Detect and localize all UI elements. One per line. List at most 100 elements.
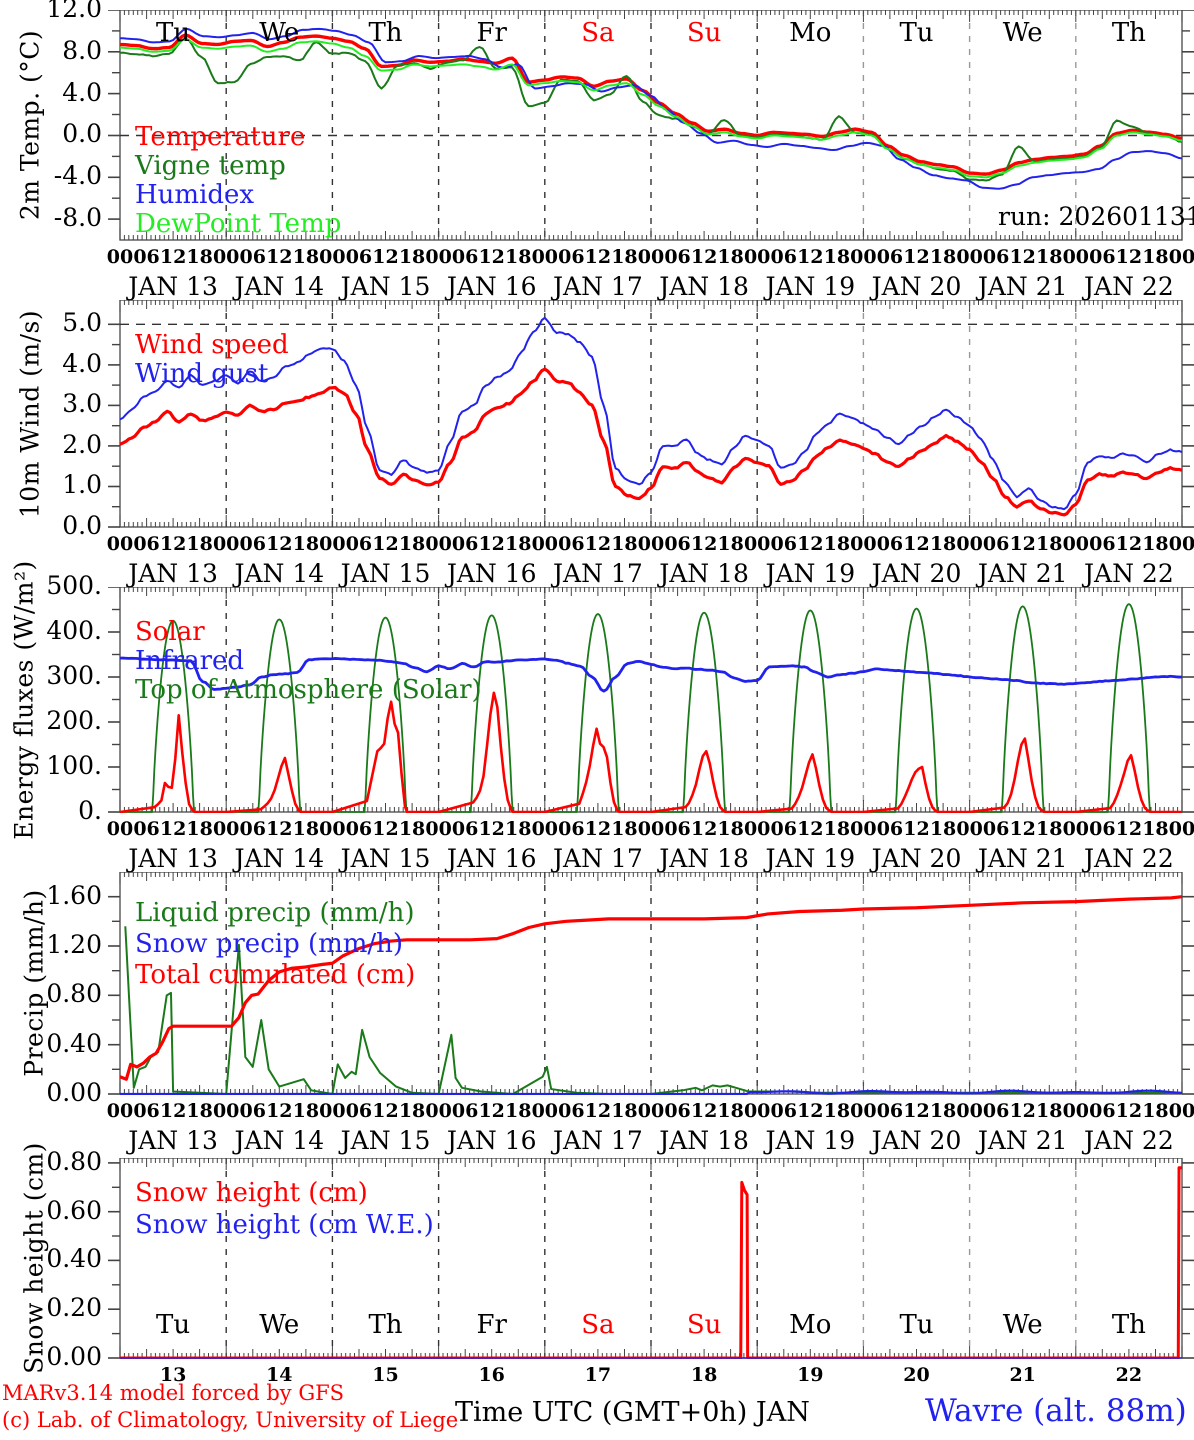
x-day-label: JAN 20 bbox=[871, 844, 962, 873]
weekday-name: We bbox=[259, 1310, 300, 1340]
x-hour-label: 12 bbox=[1009, 818, 1036, 840]
x-hour-label: 18 bbox=[1142, 533, 1169, 555]
x-hour-label: 18 bbox=[611, 818, 638, 840]
x-day-label: JAN 21 bbox=[977, 844, 1068, 873]
x-hour-label: 18 bbox=[292, 533, 320, 555]
x-hour-label: 12 bbox=[690, 533, 718, 555]
x-hour-label: 18 bbox=[505, 818, 532, 840]
x-hour-label: 06 bbox=[451, 1100, 479, 1122]
x-hour-label: 18 bbox=[929, 246, 957, 268]
x-hour-label: 18 bbox=[398, 533, 426, 555]
x-hour-label: 18 bbox=[823, 246, 851, 268]
y-tick-1-1: 4.0 bbox=[62, 348, 102, 378]
x-hour-label: 06 bbox=[664, 533, 691, 555]
wind-plot bbox=[0, 300, 1194, 528]
x-day-number: 16 bbox=[478, 1364, 505, 1386]
x-hour-label: 00 bbox=[1062, 818, 1090, 840]
y-tick-3-0: 1.60 bbox=[46, 880, 102, 910]
weekday-name: Sa bbox=[581, 18, 615, 48]
x-hour-label: 06 bbox=[1089, 818, 1116, 840]
x-hour-label: 12 bbox=[266, 533, 293, 555]
x-hour-label: 12 bbox=[1009, 246, 1036, 268]
x-hour-label: 06 bbox=[345, 818, 373, 840]
y-tick-3-1: 1.20 bbox=[46, 930, 102, 959]
x-hour-label: 18 bbox=[186, 818, 213, 840]
x-day-number: 15 bbox=[372, 1364, 399, 1386]
x-hour-label: 00 bbox=[743, 246, 771, 268]
x-hour-label: 06 bbox=[133, 1100, 160, 1122]
y-tick-4-3: 0.20 bbox=[46, 1293, 102, 1323]
x-day-number: 22 bbox=[1115, 1364, 1143, 1386]
x-day-label: JAN 15 bbox=[340, 1126, 431, 1155]
legend-item: Temperature bbox=[135, 122, 306, 152]
x-hour-label: 00 bbox=[319, 533, 346, 555]
x-day-label: JAN 19 bbox=[765, 1126, 856, 1155]
x-day-label: JAN 16 bbox=[446, 559, 537, 588]
x-hour-label: 12 bbox=[584, 818, 612, 840]
x-hour-label: 12 bbox=[584, 1100, 612, 1122]
x-hour-label: 12 bbox=[478, 818, 505, 840]
x-hour-label: 18 bbox=[717, 818, 744, 840]
x-hour-label: 06 bbox=[982, 1100, 1010, 1122]
x-hour-label: 06 bbox=[345, 1100, 373, 1122]
x-day-number: 13 bbox=[159, 1364, 187, 1386]
y-tick-0-5: -8.0 bbox=[53, 203, 102, 233]
y-tick-2-5: 0. bbox=[78, 796, 102, 825]
x-hour-label: 06 bbox=[239, 533, 266, 555]
weekday-name: We bbox=[1002, 1310, 1043, 1340]
x-day-label: JAN 20 bbox=[871, 559, 962, 588]
x-hour-label: 00 bbox=[212, 818, 240, 840]
x-day-label: JAN 20 bbox=[871, 272, 962, 301]
x-hour-label: 12 bbox=[797, 1100, 824, 1122]
x-day-label: JAN 17 bbox=[553, 272, 643, 301]
x-day-label: JAN 15 bbox=[340, 844, 431, 873]
x-hour-label: 12 bbox=[1009, 1100, 1036, 1122]
x-hour-label: 12 bbox=[478, 533, 505, 555]
x-day-label: JAN 14 bbox=[234, 1126, 325, 1155]
legend-item: Total cumulated (cm) bbox=[135, 960, 416, 990]
legend-item: Humidex bbox=[135, 180, 255, 210]
x-hour-label: 06 bbox=[770, 818, 797, 840]
x-hour-label: 18 bbox=[292, 1100, 320, 1122]
y-tick-0-1: 8.0 bbox=[62, 35, 102, 65]
x-day-label: JAN 13 bbox=[128, 1126, 218, 1155]
x-hour-label: 06 bbox=[1089, 533, 1116, 555]
x-hour-label: 12 bbox=[372, 246, 399, 268]
x-hour-label: 18 bbox=[505, 246, 532, 268]
x-hour-label: 00 bbox=[1168, 818, 1194, 840]
y-tick-0-4: -4.0 bbox=[53, 161, 102, 191]
x-hour-label: 12 bbox=[797, 246, 824, 268]
x-hour-label: 18 bbox=[505, 1100, 532, 1122]
x-hour-label: 06 bbox=[558, 246, 585, 268]
x-day-label: JAN 19 bbox=[765, 272, 856, 301]
x-hour-label: 12 bbox=[1115, 246, 1143, 268]
x-day-label: JAN 18 bbox=[659, 559, 749, 588]
x-day-label: JAN 14 bbox=[234, 559, 325, 588]
x-hour-label: 12 bbox=[1009, 533, 1036, 555]
y-tick-0-0: 12.0 bbox=[46, 0, 102, 23]
footer-copyright: (c) Lab. of Climatology, University of L… bbox=[2, 1408, 459, 1432]
x-hour-label: 06 bbox=[345, 246, 373, 268]
x-hour-label: 18 bbox=[186, 533, 213, 555]
run-label: run: 2026011318 bbox=[998, 202, 1194, 231]
x-hour-label: 00 bbox=[531, 1100, 559, 1122]
x-hour-label: 00 bbox=[850, 818, 877, 840]
x-hour-label: 06 bbox=[451, 246, 479, 268]
x-hour-label: 12 bbox=[478, 1100, 505, 1122]
weekday-name: Su bbox=[686, 1310, 722, 1340]
x-hour-label: 00 bbox=[1062, 246, 1090, 268]
x-hour-label: 06 bbox=[982, 533, 1010, 555]
x-hour-label: 00 bbox=[106, 533, 134, 555]
x-hour-label: 06 bbox=[451, 533, 479, 555]
x-day-label: JAN 20 bbox=[871, 1126, 962, 1155]
x-hour-label: 00 bbox=[956, 818, 983, 840]
snow-height-plot bbox=[0, 1158, 1194, 1359]
y-tick-4-1: 0.60 bbox=[46, 1195, 102, 1225]
y-tick-2-3: 200. bbox=[46, 706, 102, 735]
legend-item: Snow height (cm W.E.) bbox=[135, 1210, 434, 1240]
x-hour-label: 00 bbox=[850, 246, 877, 268]
y-tick-4-2: 0.40 bbox=[46, 1244, 102, 1274]
legend-item: Snow height (cm) bbox=[135, 1178, 368, 1208]
x-day-label: JAN 13 bbox=[128, 844, 218, 873]
weekday-name: Tu bbox=[156, 1310, 191, 1340]
